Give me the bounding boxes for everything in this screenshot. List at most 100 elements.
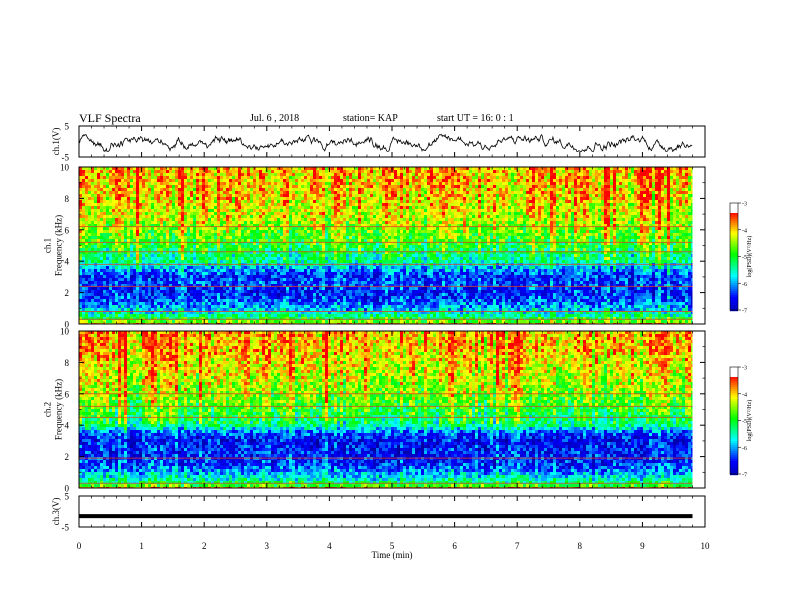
psd-cell bbox=[346, 212, 349, 215]
psd-cell bbox=[109, 206, 112, 209]
psd-cell bbox=[679, 203, 682, 206]
psd-cell bbox=[484, 191, 487, 194]
psd-cell bbox=[154, 212, 157, 215]
psd-cell bbox=[403, 188, 406, 191]
psd-cell bbox=[115, 212, 118, 215]
psd-cell bbox=[622, 188, 625, 191]
psd-cell bbox=[112, 173, 115, 176]
psd-cell bbox=[223, 197, 226, 200]
psd-cell bbox=[355, 176, 358, 179]
psd-cell bbox=[196, 167, 199, 170]
psd-cell bbox=[682, 200, 685, 203]
psd-cell bbox=[385, 203, 388, 206]
psd-cell bbox=[343, 167, 346, 170]
psd-cell bbox=[391, 209, 394, 212]
psd-cell bbox=[643, 182, 646, 185]
psd-cell bbox=[547, 200, 550, 203]
psd-cell bbox=[220, 173, 223, 176]
psd-cell bbox=[286, 179, 289, 182]
psd-cell bbox=[187, 221, 190, 224]
psd-cell bbox=[193, 188, 196, 191]
psd-cell bbox=[646, 224, 649, 227]
psd-cell bbox=[274, 167, 277, 170]
psd-cell bbox=[634, 215, 637, 218]
psd-cell bbox=[349, 170, 352, 173]
psd-cell bbox=[466, 197, 469, 200]
psd-cell bbox=[415, 203, 418, 206]
psd-cell bbox=[643, 170, 646, 173]
psd-cell bbox=[94, 167, 97, 170]
psd-cell bbox=[490, 221, 493, 224]
psd-cell bbox=[625, 215, 628, 218]
psd-cell bbox=[415, 221, 418, 224]
psd-cell bbox=[475, 227, 478, 230]
psd-cell bbox=[208, 230, 211, 233]
psd-cell bbox=[391, 173, 394, 176]
psd-cell bbox=[166, 197, 169, 200]
psd-cell bbox=[172, 197, 175, 200]
psd-cell bbox=[184, 224, 187, 227]
psd-cell bbox=[88, 203, 91, 206]
psd-cell bbox=[382, 227, 385, 230]
psd-cell bbox=[298, 230, 301, 233]
psd-cell bbox=[343, 197, 346, 200]
psd-cell bbox=[190, 206, 193, 209]
psd-cell bbox=[385, 185, 388, 188]
psd-cell bbox=[307, 224, 310, 227]
psd-cell bbox=[277, 200, 280, 203]
psd-cell bbox=[235, 185, 238, 188]
psd-cell bbox=[124, 203, 127, 206]
psd-cell bbox=[418, 176, 421, 179]
psd-cell bbox=[103, 236, 106, 239]
psd-cell bbox=[634, 209, 637, 212]
psd-cell bbox=[496, 215, 499, 218]
psd-cell bbox=[517, 227, 520, 230]
psd-cell bbox=[136, 194, 139, 197]
psd-cell bbox=[445, 236, 448, 239]
psd-cell bbox=[478, 218, 481, 221]
psd-cell bbox=[97, 215, 100, 218]
psd-cell bbox=[652, 191, 655, 194]
psd-cell bbox=[544, 167, 547, 170]
psd-cell bbox=[628, 185, 631, 188]
psd-cell bbox=[262, 197, 265, 200]
psd-cell bbox=[628, 209, 631, 212]
psd-cell bbox=[319, 197, 322, 200]
psd-cell bbox=[208, 218, 211, 221]
psd-cell bbox=[490, 197, 493, 200]
psd-cell bbox=[559, 218, 562, 221]
psd-cell bbox=[667, 176, 670, 179]
psd-cell bbox=[163, 227, 166, 230]
psd-cell bbox=[532, 224, 535, 227]
psd-cell bbox=[586, 221, 589, 224]
psd-cell bbox=[265, 173, 268, 176]
psd-cell bbox=[469, 197, 472, 200]
psd-cell bbox=[259, 215, 262, 218]
psd-cell bbox=[580, 218, 583, 221]
psd-cell bbox=[97, 224, 100, 227]
psd-cell bbox=[223, 200, 226, 203]
psd-cell bbox=[250, 209, 253, 212]
psd-cell bbox=[409, 167, 412, 170]
psd-cell bbox=[568, 236, 571, 239]
psd-cell bbox=[106, 227, 109, 230]
psd-cell bbox=[385, 173, 388, 176]
psd-cell bbox=[538, 203, 541, 206]
psd-cell bbox=[364, 215, 367, 218]
psd-cell bbox=[181, 212, 184, 215]
psd-cell bbox=[97, 230, 100, 233]
psd-cell bbox=[523, 209, 526, 212]
psd-cell bbox=[511, 215, 514, 218]
psd-cell bbox=[145, 185, 148, 188]
psd-cell bbox=[277, 218, 280, 221]
psd-cell bbox=[79, 227, 82, 230]
psd-cell bbox=[226, 179, 229, 182]
psd-cell bbox=[244, 215, 247, 218]
psd-cell bbox=[241, 218, 244, 221]
psd-cell bbox=[148, 209, 151, 212]
psd-cell bbox=[100, 176, 103, 179]
psd-cell bbox=[442, 206, 445, 209]
psd-cell bbox=[658, 221, 661, 224]
psd-cell bbox=[166, 206, 169, 209]
psd-cell bbox=[271, 191, 274, 194]
